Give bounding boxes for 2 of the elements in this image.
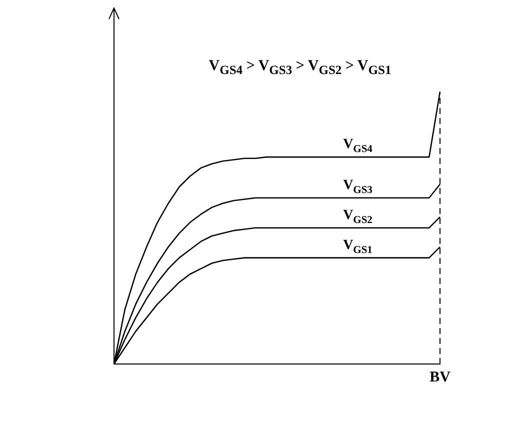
chart-title: V$_{GS4}$ > V$_{GS3}$ > V$_{GS2}$ > V$_{GS1}$ [208,58,392,78]
text: BV [430,369,451,386]
